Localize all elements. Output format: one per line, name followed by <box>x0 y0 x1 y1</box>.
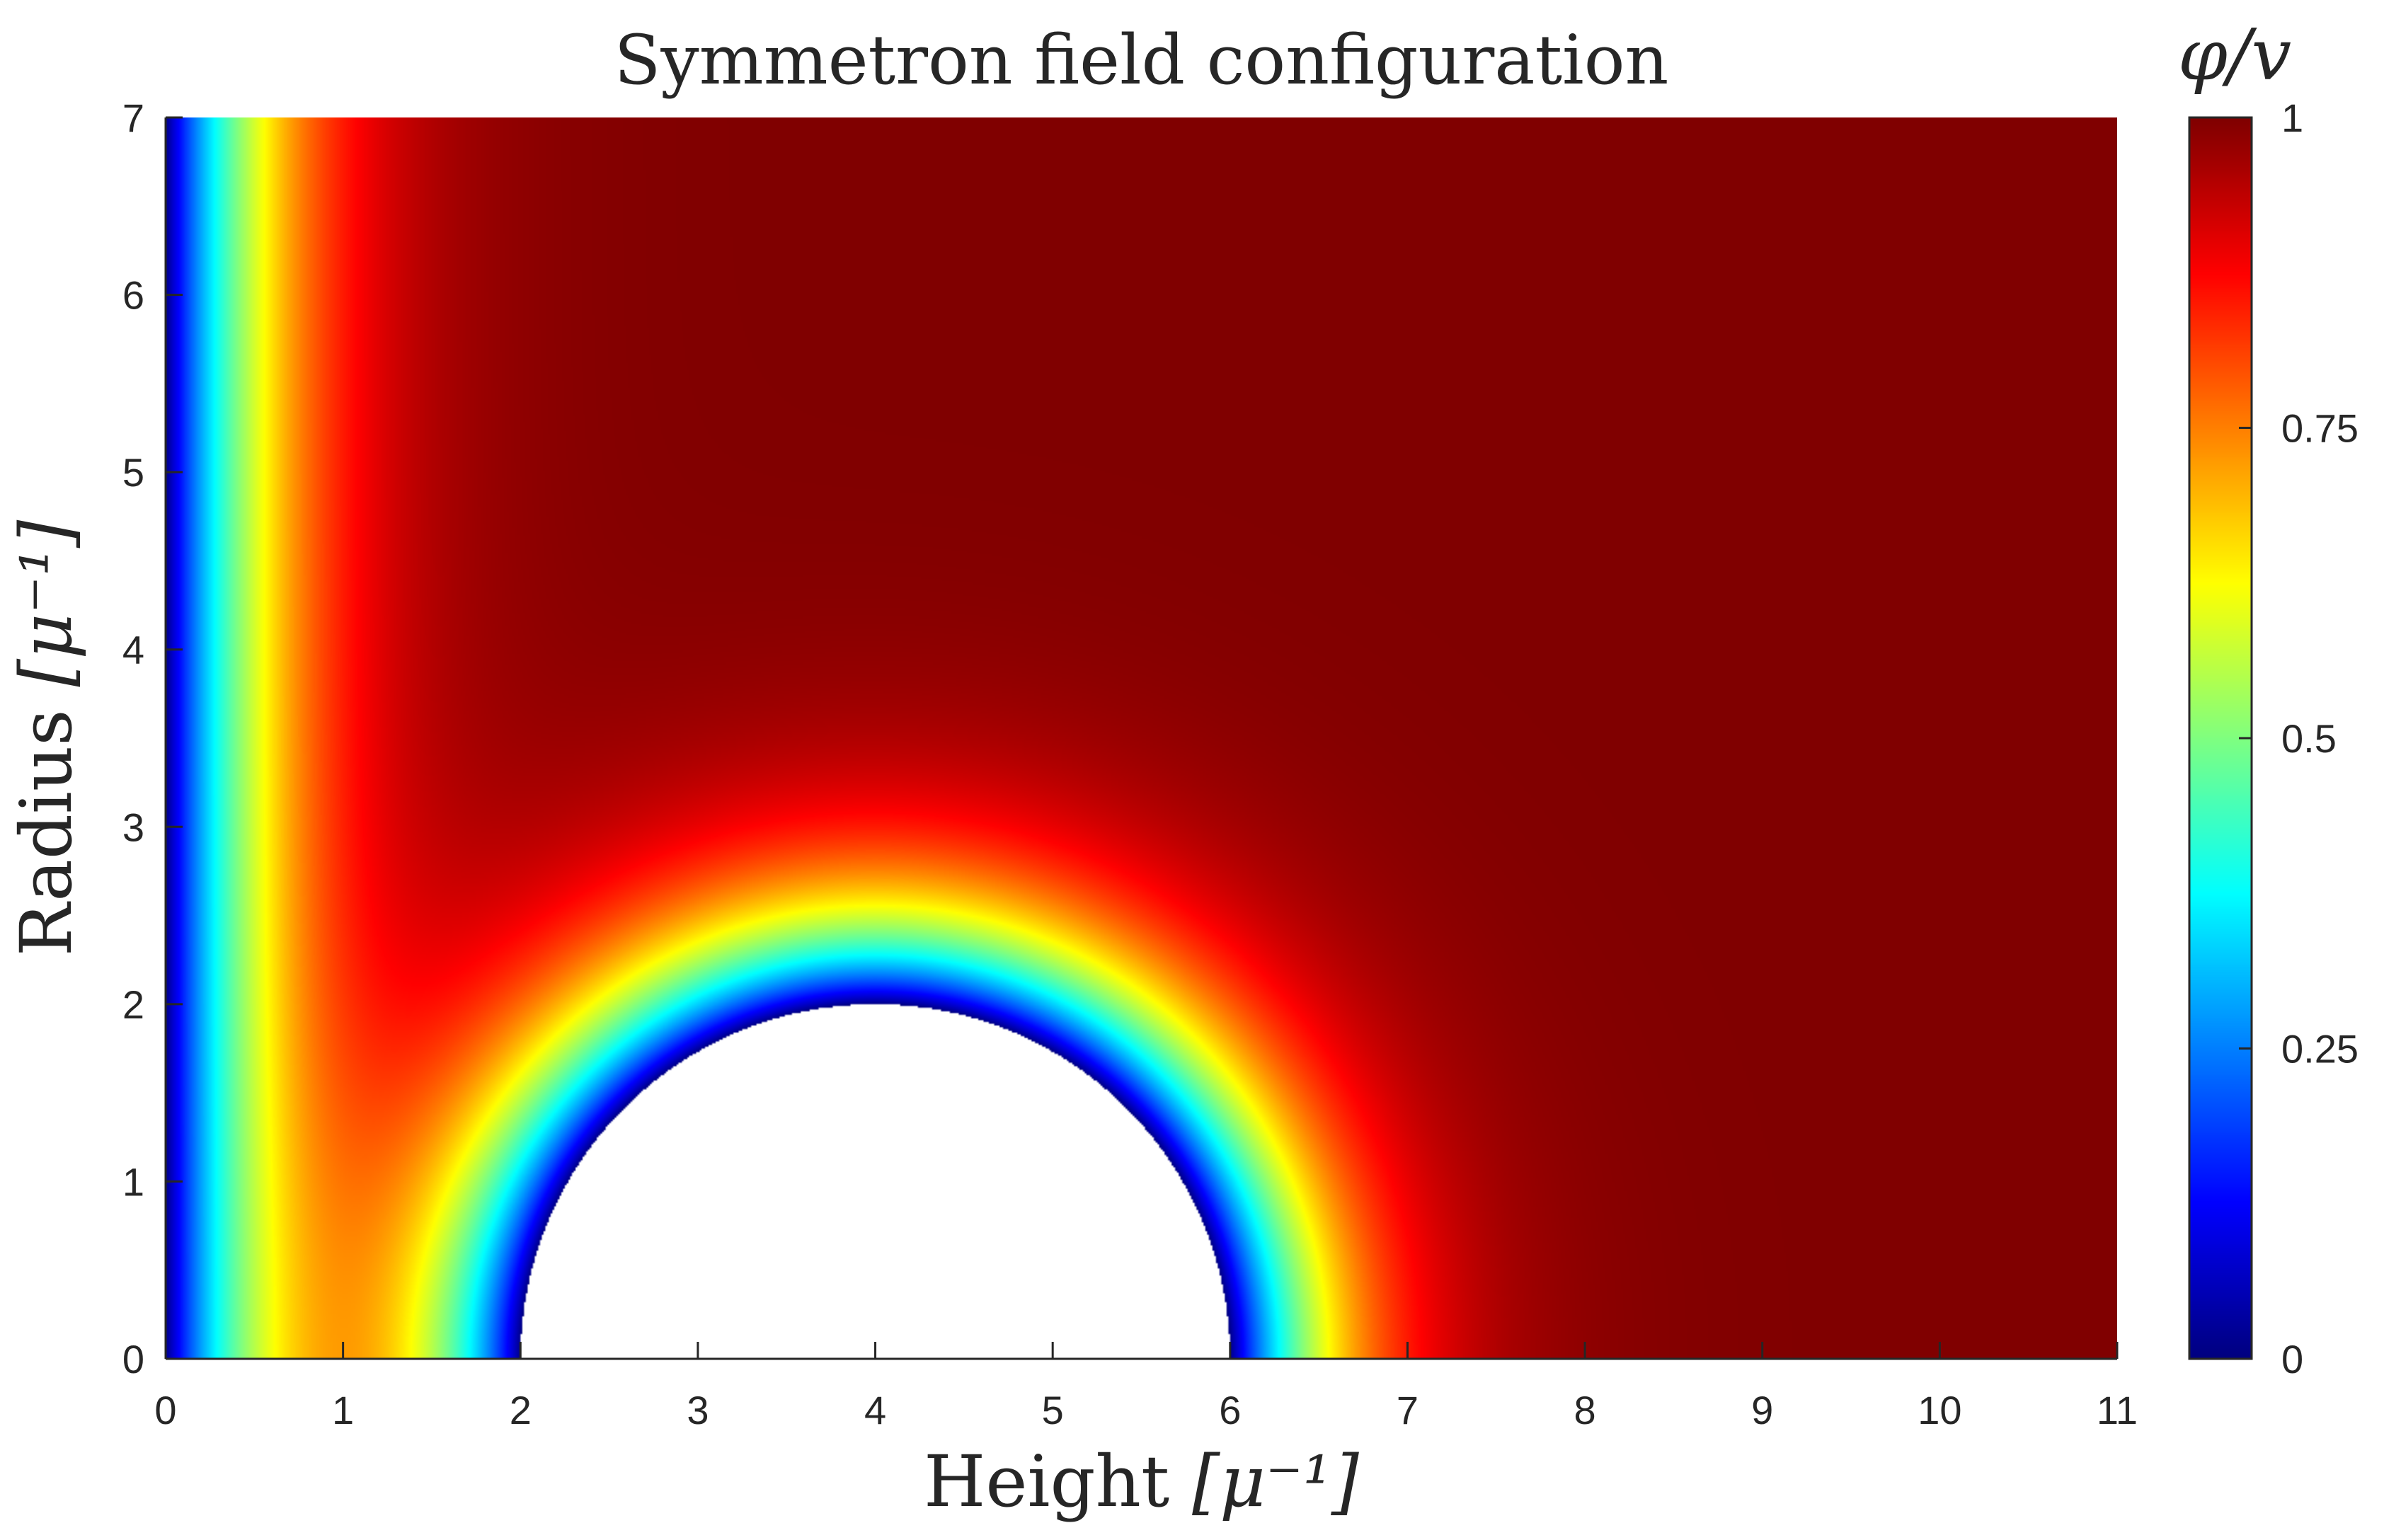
x-tick-label: 1 <box>332 1388 354 1432</box>
y-tick-label: 0 <box>122 1337 144 1381</box>
x-tick-label: 5 <box>1042 1388 1064 1432</box>
x-tick-label: 0 <box>154 1388 176 1432</box>
x-tick-label: 9 <box>1751 1388 1773 1432</box>
y-tick-label: 3 <box>122 805 144 849</box>
x-tick-label: 11 <box>2097 1388 2138 1432</box>
x-tick-label: 3 <box>687 1388 709 1432</box>
x-axis-label: Height [μ⁻¹] <box>924 1440 1360 1523</box>
colorbar-tick-label: 0.25 <box>2281 1027 2359 1071</box>
colorbar-tick-label: 0.5 <box>2281 716 2337 761</box>
x-tick-label: 2 <box>510 1388 532 1432</box>
colorbar-tick-label: 1 <box>2281 96 2303 140</box>
y-tick-label: 6 <box>122 273 144 318</box>
colorbar-tick-label: 0.75 <box>2281 406 2359 451</box>
colorbar-label: φ/v <box>2178 13 2291 96</box>
colorbar-tick-label: 0 <box>2281 1337 2303 1381</box>
chart-title: Symmetron field configuration <box>614 21 1669 100</box>
y-tick-label: 7 <box>122 96 144 140</box>
x-tick-label: 6 <box>1219 1388 1241 1432</box>
x-tick-label: 8 <box>1574 1388 1596 1432</box>
x-tick-label: 4 <box>864 1388 886 1432</box>
y-tick-label: 2 <box>122 982 144 1027</box>
y-tick-label: 1 <box>122 1159 144 1204</box>
x-tick-label: 10 <box>1918 1388 1961 1432</box>
y-axis-label: Radius [μ⁻¹] <box>5 519 88 957</box>
x-tick-label: 7 <box>1397 1388 1419 1432</box>
heatmap-plot-area <box>166 117 2117 1359</box>
y-tick-label: 4 <box>122 628 144 672</box>
y-tick-label: 5 <box>122 450 144 495</box>
